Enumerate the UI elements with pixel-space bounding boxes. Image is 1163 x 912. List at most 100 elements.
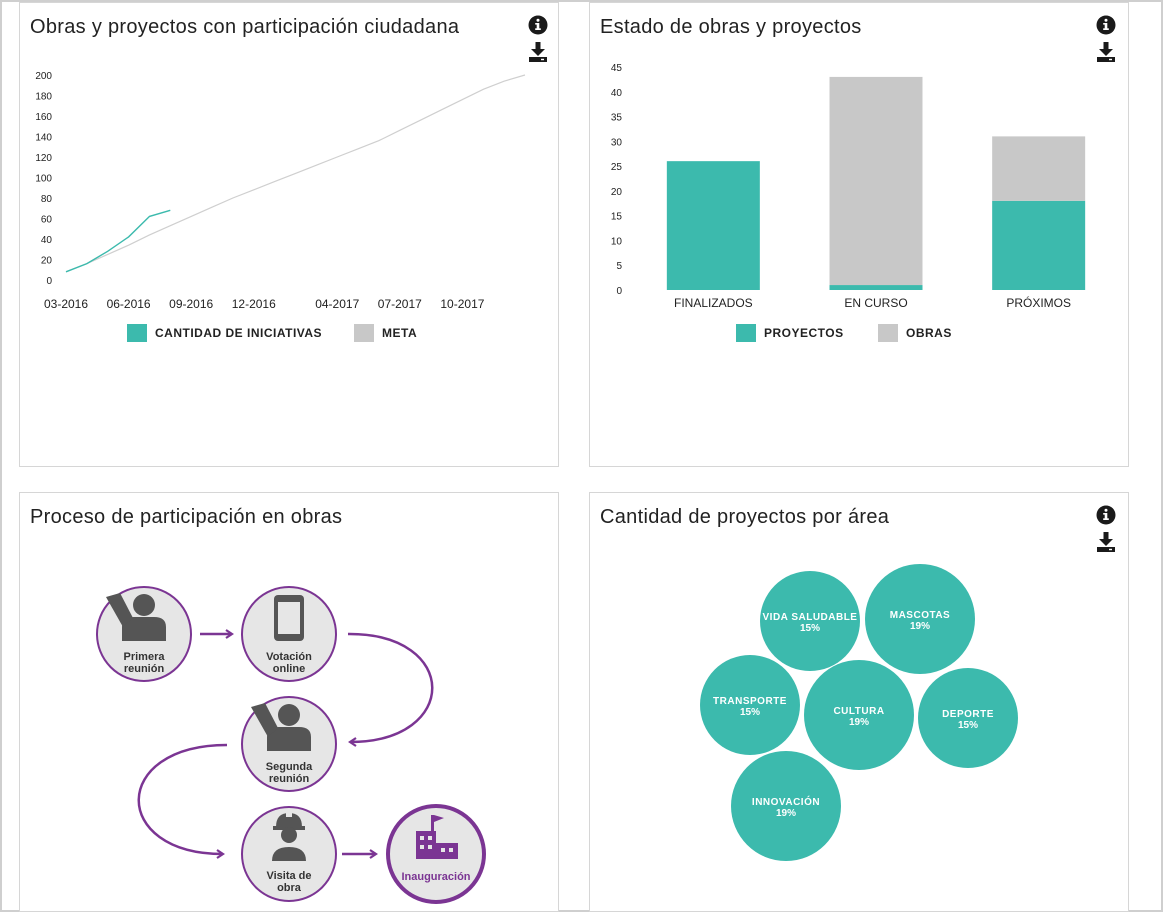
bubble-percent: 15%	[800, 623, 820, 634]
step-label: Segunda	[266, 761, 313, 773]
step-label: Inauguración	[401, 871, 470, 883]
y-tick-label: 140	[35, 133, 52, 144]
bar-segment	[992, 136, 1086, 201]
y-tick-label: 10	[611, 236, 623, 247]
legend-label: META	[382, 326, 418, 340]
legend-swatch	[736, 324, 756, 342]
line-chart: 0 20 40 60 80 100 120 140 160 180 200 03-2016 06-201…	[35, 71, 526, 311]
bubble-percent: 15%	[958, 720, 978, 731]
legend-swatch	[878, 324, 898, 342]
step-label: reunión	[124, 663, 165, 675]
legend-item-iniciativas[interactable]: CANTIDAD DE INICIATIVAS	[127, 324, 322, 342]
bar-segment	[829, 285, 923, 290]
process-step-visita-de-obra: Visita de obra	[241, 806, 337, 902]
y-tick-label: 15	[611, 212, 623, 223]
process-step-inauguracion: Inauguración	[386, 804, 486, 904]
bar-segment	[829, 76, 923, 286]
download-icon[interactable]	[1096, 42, 1116, 62]
download-icon[interactable]	[1096, 532, 1116, 552]
process-step-votacion-online: Votación online	[241, 586, 337, 682]
bubble-label: INNOVACIÓN	[752, 795, 820, 808]
x-tick-label: 10-2017	[440, 297, 484, 311]
download-icon[interactable]	[528, 42, 548, 62]
y-tick-label: 25	[611, 162, 623, 173]
y-tick-label: 200	[35, 71, 52, 82]
process-panel: Proceso de participación en obras Primer…	[19, 492, 559, 912]
bubble-label: DEPORTE	[942, 709, 994, 720]
y-tick-label: 120	[35, 153, 52, 164]
legend-label: CANTIDAD DE INICIATIVAS	[155, 326, 323, 340]
y-tick-label: 180	[35, 92, 52, 103]
y-tick-label: 40	[611, 88, 623, 99]
smartphone-icon	[274, 595, 304, 641]
info-icon[interactable]	[1096, 15, 1116, 35]
y-tick-label: 35	[611, 113, 623, 124]
y-tick-label: 60	[41, 215, 53, 226]
x-tick-label: 07-2017	[378, 297, 422, 311]
legend-item-proyectos[interactable]: PROYECTOS	[736, 324, 844, 342]
step-label: reunión	[269, 773, 310, 785]
step-label: Votación	[266, 651, 312, 663]
bubble-label: CULTURA	[833, 706, 884, 717]
bubble-chart: VIDA SALUDABLE15%MASCOTAS19%TRANSPORTE15…	[700, 564, 1018, 861]
panel-title: Cantidad de proyectos por área	[600, 506, 890, 528]
panel-title: Obras y proyectos con participación ciud…	[30, 16, 460, 38]
step-label: obra	[277, 882, 302, 894]
bubble-label: MASCOTAS	[890, 610, 950, 621]
bar-chart: 0 5 10 15 20 25 30 35 40 45 FINALIZADOS EN CURSO PRÓ…	[611, 63, 1086, 310]
y-tick-label: 40	[41, 235, 53, 246]
y-tick-label: 30	[611, 137, 623, 148]
line-chart-panel: Obras y proyectos con participación ciud…	[19, 2, 559, 467]
y-tick-label: 20	[41, 256, 53, 267]
info-icon[interactable]	[528, 15, 548, 35]
person-hand-raised-icon	[251, 703, 311, 751]
bar-segment	[992, 200, 1086, 290]
legend-swatch	[127, 324, 147, 342]
area-bubble	[731, 751, 841, 861]
legend-label: OBRAS	[906, 326, 952, 340]
y-tick-label: 160	[35, 112, 52, 123]
bubble-percent: 19%	[776, 808, 796, 819]
bubble-label: TRANSPORTE	[713, 696, 787, 707]
y-tick-label: 0	[46, 276, 52, 287]
step-label: Primera	[124, 651, 166, 663]
process-step-segunda-reunion: Segunda reunión	[241, 696, 337, 792]
legend-item-obras[interactable]: OBRAS	[878, 324, 952, 342]
process-diagram: Primera reunión Votación online Segunda …	[96, 586, 486, 904]
x-category-label: EN CURSO	[844, 296, 907, 310]
x-tick-label: 03-2016	[44, 297, 88, 311]
x-category-label: FINALIZADOS	[674, 296, 753, 310]
legend-swatch	[354, 324, 374, 342]
x-tick-label: 04-2017	[315, 297, 359, 311]
y-tick-label: 100	[35, 174, 52, 185]
legend-item-meta[interactable]: META	[354, 324, 417, 342]
legend-label: PROYECTOS	[764, 326, 844, 340]
x-tick-label: 06-2016	[107, 297, 151, 311]
bubble-percent: 19%	[910, 621, 930, 632]
series-line	[65, 74, 526, 273]
bar-segment	[666, 161, 760, 290]
bubble-label: VIDA SALUDABLE	[763, 612, 858, 623]
area-bubble	[700, 655, 800, 755]
y-tick-label: 5	[616, 261, 622, 272]
process-step-primera-reunion: Primera reunión	[96, 586, 192, 682]
y-tick-label: 20	[611, 187, 623, 198]
series-line	[65, 209, 171, 273]
panel-title: Estado de obras y proyectos	[600, 16, 862, 38]
area-bubble	[760, 571, 860, 671]
x-tick-label: 09-2016	[169, 297, 213, 311]
bubble-panel: Cantidad de proyectos por área VIDA SALU…	[589, 492, 1129, 912]
curved-connector	[347, 632, 434, 747]
y-tick-label: 0	[616, 286, 622, 297]
area-bubble	[918, 668, 1018, 768]
y-tick-label: 45	[611, 63, 623, 74]
bubble-percent: 15%	[740, 707, 760, 718]
factory-building-icon	[416, 815, 458, 859]
step-label: Visita de	[266, 870, 311, 882]
area-bubble	[804, 660, 914, 770]
info-icon[interactable]	[1096, 505, 1116, 525]
x-tick-label: 12-2016	[232, 297, 276, 311]
panel-title: Proceso de participación en obras	[30, 506, 343, 528]
bar-chart-panel: Estado de obras y proyectos 0 5 10 15 20 25 30…	[589, 2, 1129, 467]
